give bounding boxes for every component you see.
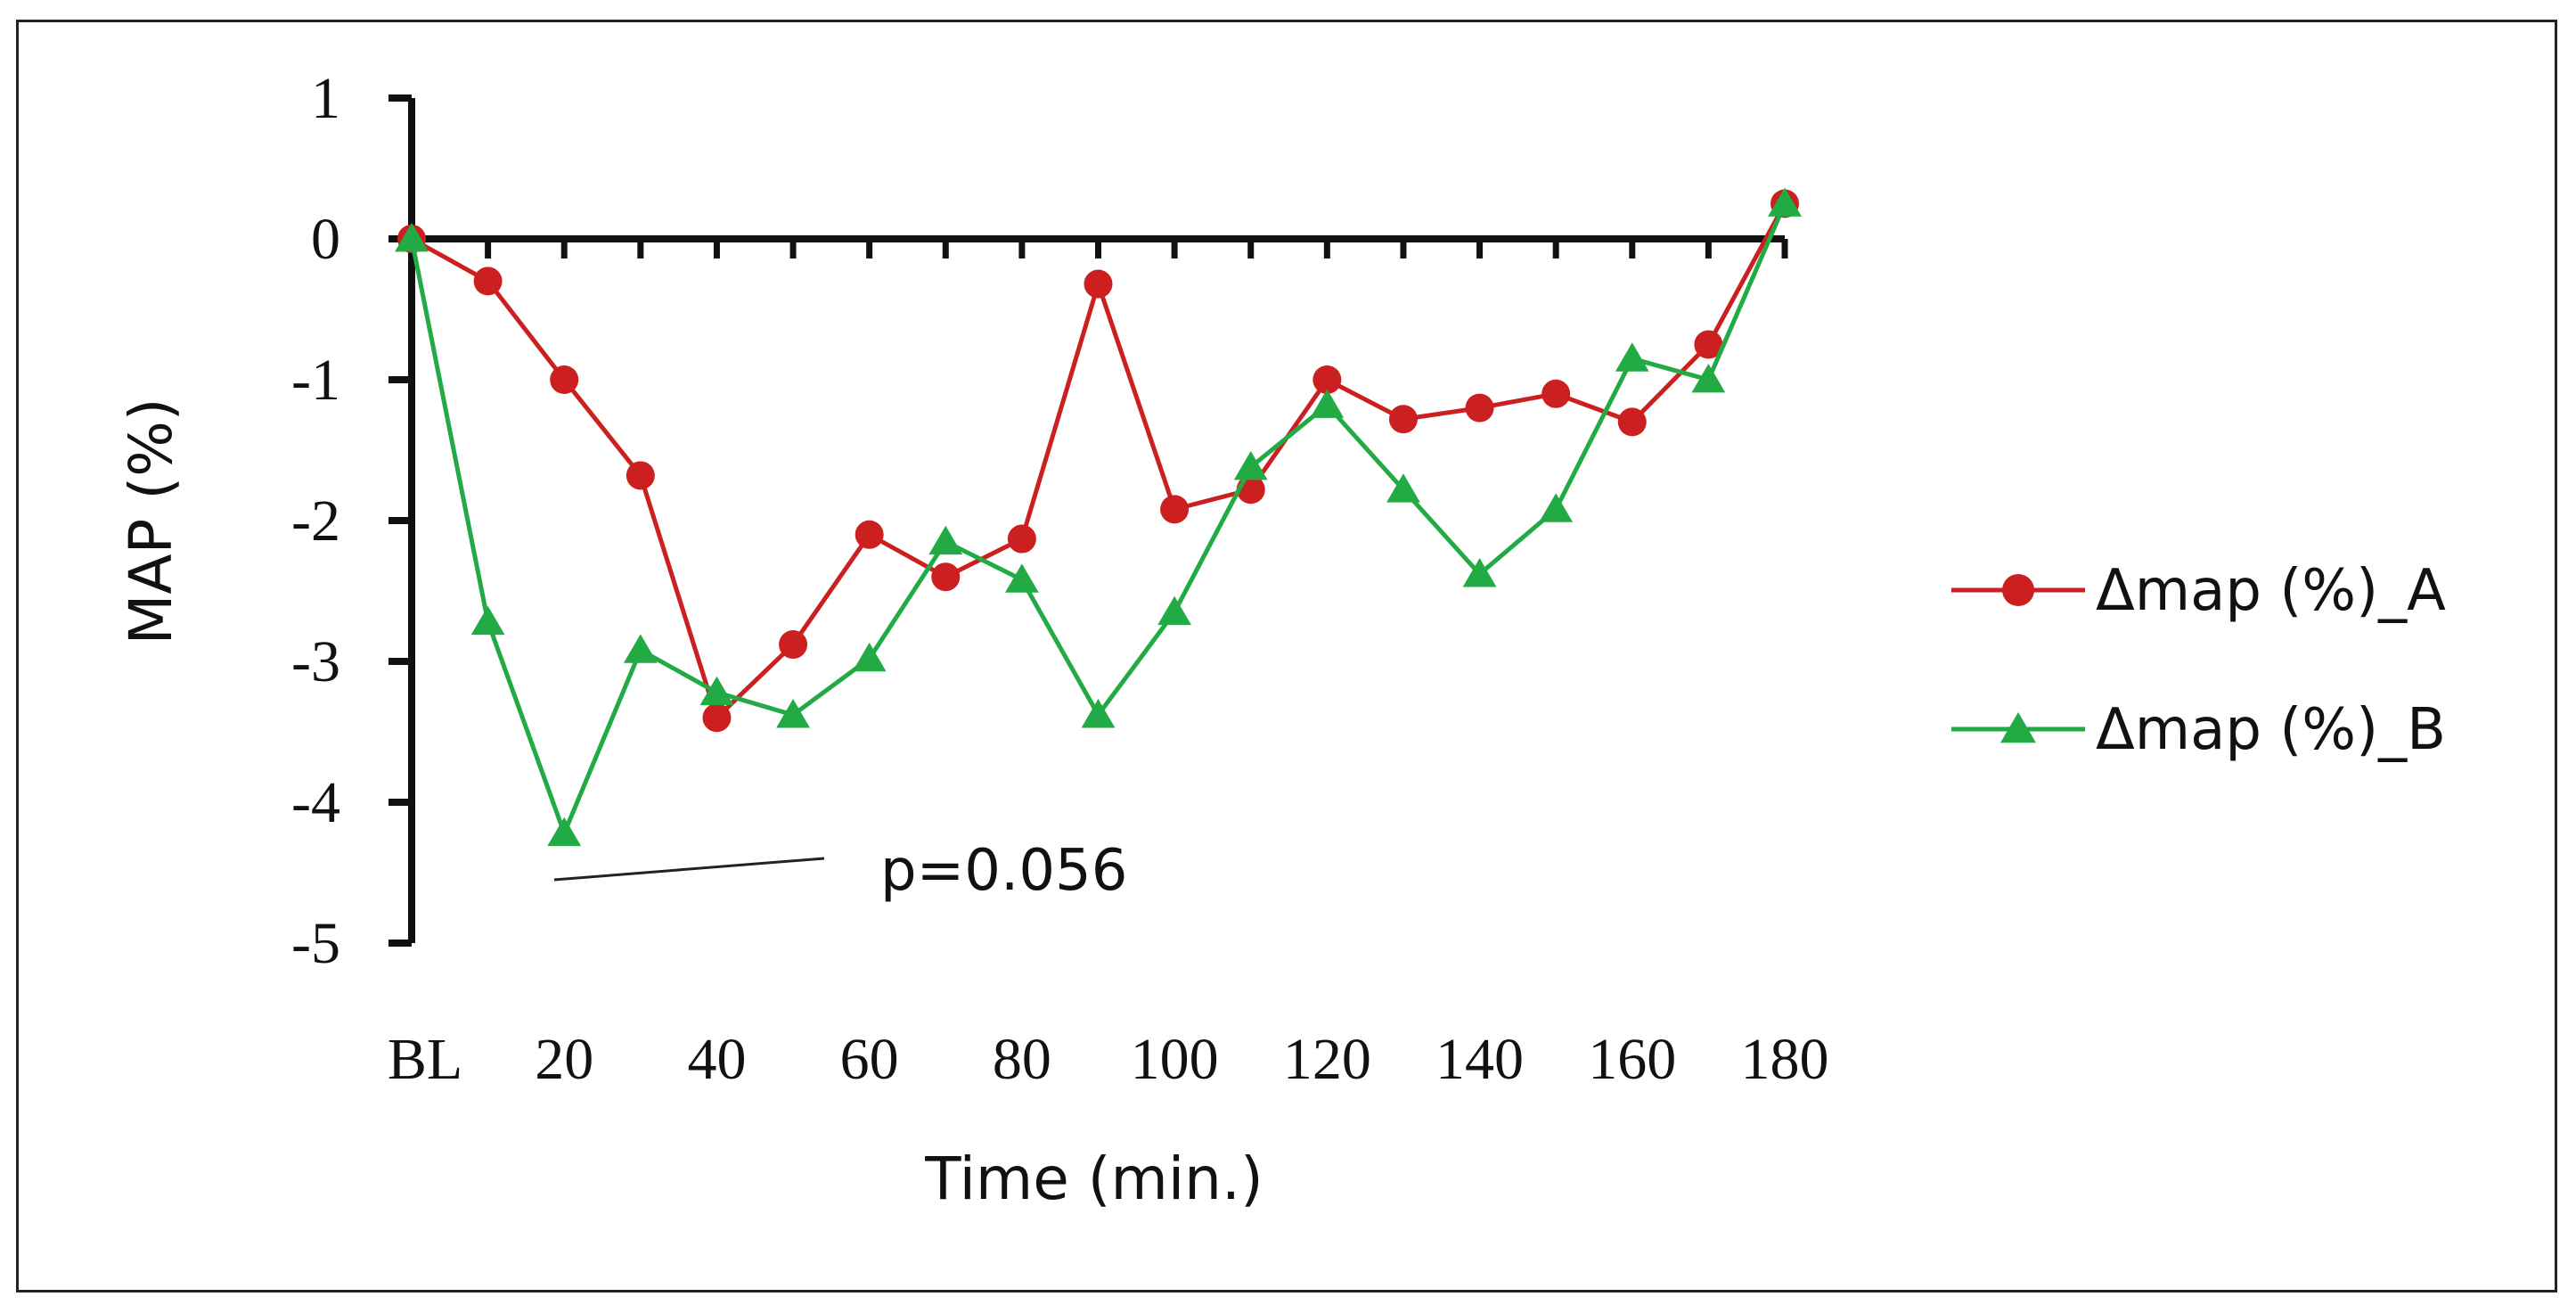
- data-point: [1694, 330, 1723, 359]
- y-tick-label: -3: [291, 629, 340, 694]
- y-tick-label: -2: [291, 488, 340, 554]
- x-tick-label: 60: [840, 1027, 899, 1092]
- legend: Δmap (%)_A Δmap (%)_B: [1951, 558, 2446, 763]
- annotations: p=0.056: [553, 838, 1127, 904]
- legend-label: Δmap (%)_B: [2096, 697, 2446, 763]
- x-tick-label: 160: [1588, 1027, 1676, 1092]
- x-tick-label: 80: [993, 1027, 1051, 1092]
- data-point: [1233, 450, 1268, 480]
- data-point: [1310, 389, 1345, 418]
- data-point: [1465, 393, 1494, 423]
- labels: 1 0 -1 -2 -3 -4 -5 BL 20 40 60 80 100 120 140 160 180 Tim…: [117, 66, 1829, 1213]
- data-point: [1007, 524, 1036, 554]
- data-point: [855, 520, 884, 549]
- x-tick-label: 100: [1131, 1027, 1219, 1092]
- data-point: [473, 267, 503, 296]
- x-tick-label: 180: [1741, 1027, 1829, 1092]
- x-tick-label: BL: [388, 1027, 462, 1092]
- x-axis-title: Time (min.): [924, 1145, 1263, 1213]
- data-point: [1084, 269, 1113, 299]
- data-point: [1617, 407, 1647, 437]
- data-point: [702, 703, 732, 733]
- data-point: [1542, 379, 1571, 408]
- chart-frame: [16, 20, 2557, 1292]
- data-point: [852, 642, 887, 672]
- series-b: [395, 187, 1802, 847]
- data-point: [1004, 563, 1039, 593]
- data-point: [1462, 558, 1497, 587]
- legend-entry-b: Δmap (%)_B: [1951, 697, 2446, 763]
- data-point: [395, 223, 429, 252]
- legend-entry-a: Δmap (%)_A: [1951, 558, 2446, 624]
- data-point: [1160, 495, 1190, 524]
- data-point: [470, 605, 505, 636]
- y-tick-label: -4: [291, 770, 340, 835]
- p-value-annotation: p=0.056: [880, 838, 1127, 904]
- axes: [388, 94, 1788, 947]
- data-point: [1691, 364, 1726, 393]
- legend-marker: [2000, 712, 2036, 743]
- legend-marker: [2002, 574, 2034, 606]
- data-point: [779, 630, 808, 660]
- data-point: [547, 817, 582, 847]
- x-tick-label: 120: [1283, 1027, 1371, 1092]
- data-point: [1539, 493, 1574, 522]
- annotation-leader-line: [553, 857, 825, 882]
- x-tick-label: 20: [535, 1027, 593, 1092]
- legend-label: Δmap (%)_A: [2096, 558, 2446, 624]
- y-tick-label: 0: [311, 207, 340, 272]
- data-point: [550, 365, 579, 394]
- data-point: [623, 634, 658, 663]
- data-point: [928, 525, 963, 555]
- data-point: [1388, 405, 1418, 434]
- series-layer: [395, 187, 1802, 847]
- data-point: [699, 676, 734, 706]
- data-point: [1081, 699, 1116, 728]
- y-axis-title: MAP (%): [117, 398, 185, 644]
- series-a: [397, 189, 1799, 733]
- y-tick-label: 1: [311, 66, 340, 131]
- y-tick-label: -5: [291, 911, 340, 976]
- x-tick-label: 40: [687, 1027, 746, 1092]
- data-point: [1157, 595, 1192, 626]
- data-point: [1768, 187, 1802, 217]
- data-point: [1615, 342, 1649, 372]
- data-point: [626, 461, 655, 490]
- data-point: [931, 562, 961, 592]
- y-tick-label: -1: [291, 348, 340, 413]
- x-tick-label: 140: [1435, 1027, 1524, 1092]
- data-point: [776, 699, 810, 728]
- data-point: [1313, 365, 1342, 394]
- data-point: [1386, 473, 1420, 503]
